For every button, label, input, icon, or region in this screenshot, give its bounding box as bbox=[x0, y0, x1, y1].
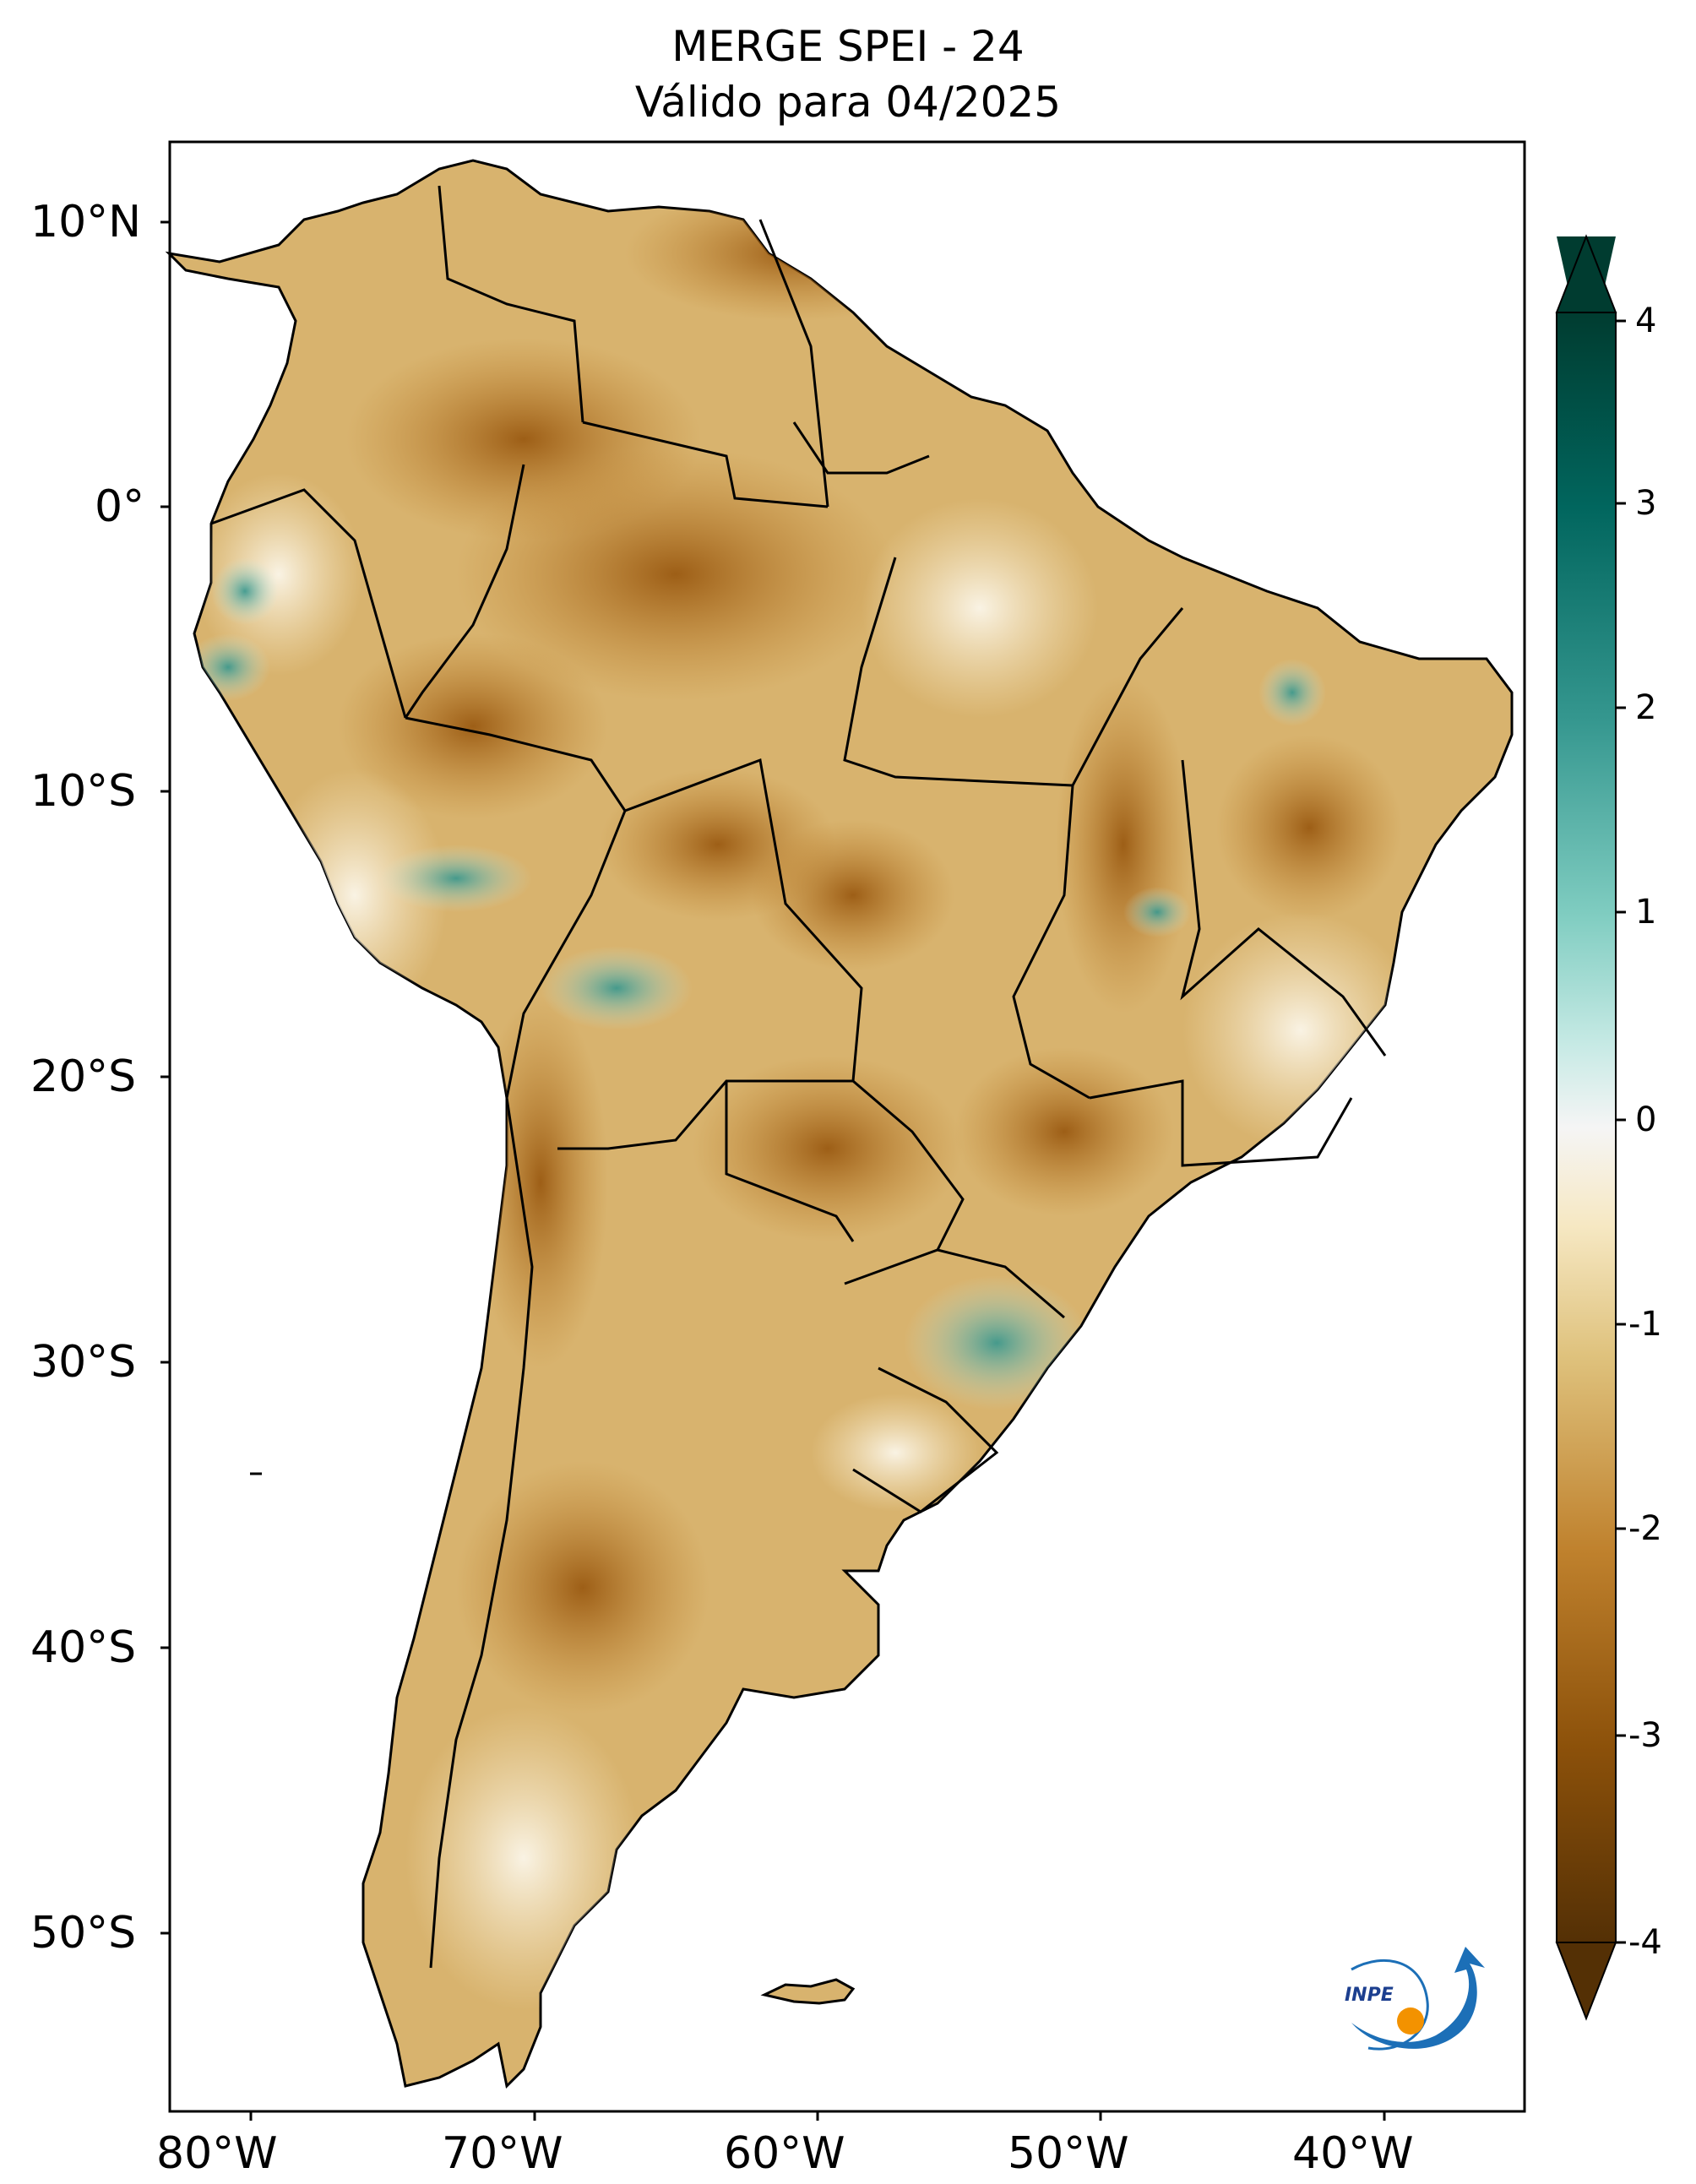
border-bolivia-brazil bbox=[624, 758, 863, 1082]
border-bolivia-paraguay bbox=[557, 1079, 853, 1150]
spei-field bbox=[186, 186, 1419, 2010]
dry-anomaly bbox=[1056, 676, 1191, 1013]
border-paraguay-argentina bbox=[725, 1081, 855, 1242]
lat-label: 10°N bbox=[30, 197, 142, 247]
country-borders bbox=[210, 185, 1387, 1969]
wet-anomaly bbox=[541, 946, 693, 1030]
dry-anomaly bbox=[473, 997, 608, 1368]
lat-label: 20°S bbox=[30, 1051, 137, 1102]
dry-anomaly bbox=[693, 1056, 963, 1241]
border-brazil-states-northeast bbox=[1180, 759, 1387, 1057]
colorbar-tick-label: -2 bbox=[1628, 1509, 1662, 1548]
border-uruguay bbox=[852, 1366, 999, 1513]
dry-anomaly bbox=[456, 448, 895, 701]
border-paraguay-brazil bbox=[852, 1079, 965, 1251]
map-title: MERGE SPEI - 24 bbox=[671, 22, 1025, 71]
border-brazil-states-southeast bbox=[1089, 1079, 1353, 1167]
border-argentina-brazil bbox=[844, 1248, 1065, 1319]
border-venezuela-brazil bbox=[582, 421, 829, 508]
border-guianas bbox=[792, 421, 930, 475]
border-brazil-states-north bbox=[843, 557, 1074, 787]
border-colombia-brazil bbox=[404, 464, 525, 719]
colorbar-bottom-arrow bbox=[1555, 1942, 1617, 2021]
colorbar-tick-label: -4 bbox=[1628, 1923, 1662, 1962]
lat-label: 30°S bbox=[30, 1337, 137, 1388]
lon-label: 70°W bbox=[442, 2128, 563, 2179]
falkland-islands bbox=[760, 1978, 856, 2005]
border-peru-bolivia bbox=[505, 810, 627, 1099]
wet-anomaly bbox=[1258, 659, 1326, 726]
lon-label: 80°W bbox=[156, 2128, 278, 2179]
border-peru-brazil bbox=[405, 716, 627, 812]
colorbar-body bbox=[1556, 312, 1617, 1943]
colorbar-tick-label: -1 bbox=[1628, 1305, 1662, 1344]
colorbar-tick-label: 1 bbox=[1635, 893, 1657, 932]
lat-label: 0° bbox=[95, 481, 145, 532]
colorbar-tick-label: 0 bbox=[1635, 1100, 1657, 1139]
neutral-area bbox=[811, 1394, 980, 1512]
land-area bbox=[165, 159, 1514, 2089]
wet-anomaly bbox=[211, 557, 279, 625]
logo-dot bbox=[1397, 2007, 1424, 2035]
axis-ticks bbox=[160, 220, 1386, 2121]
border-venezuela-guyana bbox=[758, 219, 829, 508]
colorbar-tick-label: -3 bbox=[1628, 1716, 1662, 1755]
neutral-area bbox=[862, 498, 1098, 718]
dry-anomaly bbox=[1216, 735, 1402, 921]
inpe-logo-text: INPE bbox=[1345, 1985, 1394, 2006]
dry-anomaly bbox=[752, 819, 954, 971]
inpe-logo bbox=[1351, 1947, 1485, 2051]
colorbar-tick-label: 2 bbox=[1635, 688, 1657, 727]
border-brazil-states-center bbox=[1012, 785, 1090, 1100]
colorbar bbox=[1555, 234, 1626, 2021]
neutral-area bbox=[194, 473, 363, 676]
lat-label: 50°S bbox=[30, 1908, 137, 1959]
border-brazil-states-east bbox=[1071, 607, 1184, 786]
dry-anomaly bbox=[456, 1461, 709, 1714]
lon-label: 50°W bbox=[1008, 2128, 1129, 2179]
colorbar-tick-label: 3 bbox=[1635, 484, 1657, 523]
logo-arrow bbox=[1351, 1947, 1485, 2049]
map-subtitle: Válido para 04/2025 bbox=[634, 78, 1062, 127]
dry-anomaly bbox=[338, 633, 608, 819]
wet-anomaly bbox=[380, 845, 532, 912]
wet-anomaly bbox=[1123, 887, 1191, 937]
border-ecuador-peru bbox=[210, 488, 407, 719]
lon-label: 60°W bbox=[724, 2128, 845, 2179]
lon-label: 40°W bbox=[1292, 2128, 1414, 2179]
colorbar-tick-label: 4 bbox=[1635, 302, 1657, 340]
border-colombia-venezuela bbox=[438, 185, 584, 423]
border-chile-argentina bbox=[429, 1097, 534, 1969]
lat-label: 40°S bbox=[30, 1622, 137, 1673]
lat-label: 10°S bbox=[30, 766, 137, 817]
dry-anomaly bbox=[954, 1047, 1174, 1216]
